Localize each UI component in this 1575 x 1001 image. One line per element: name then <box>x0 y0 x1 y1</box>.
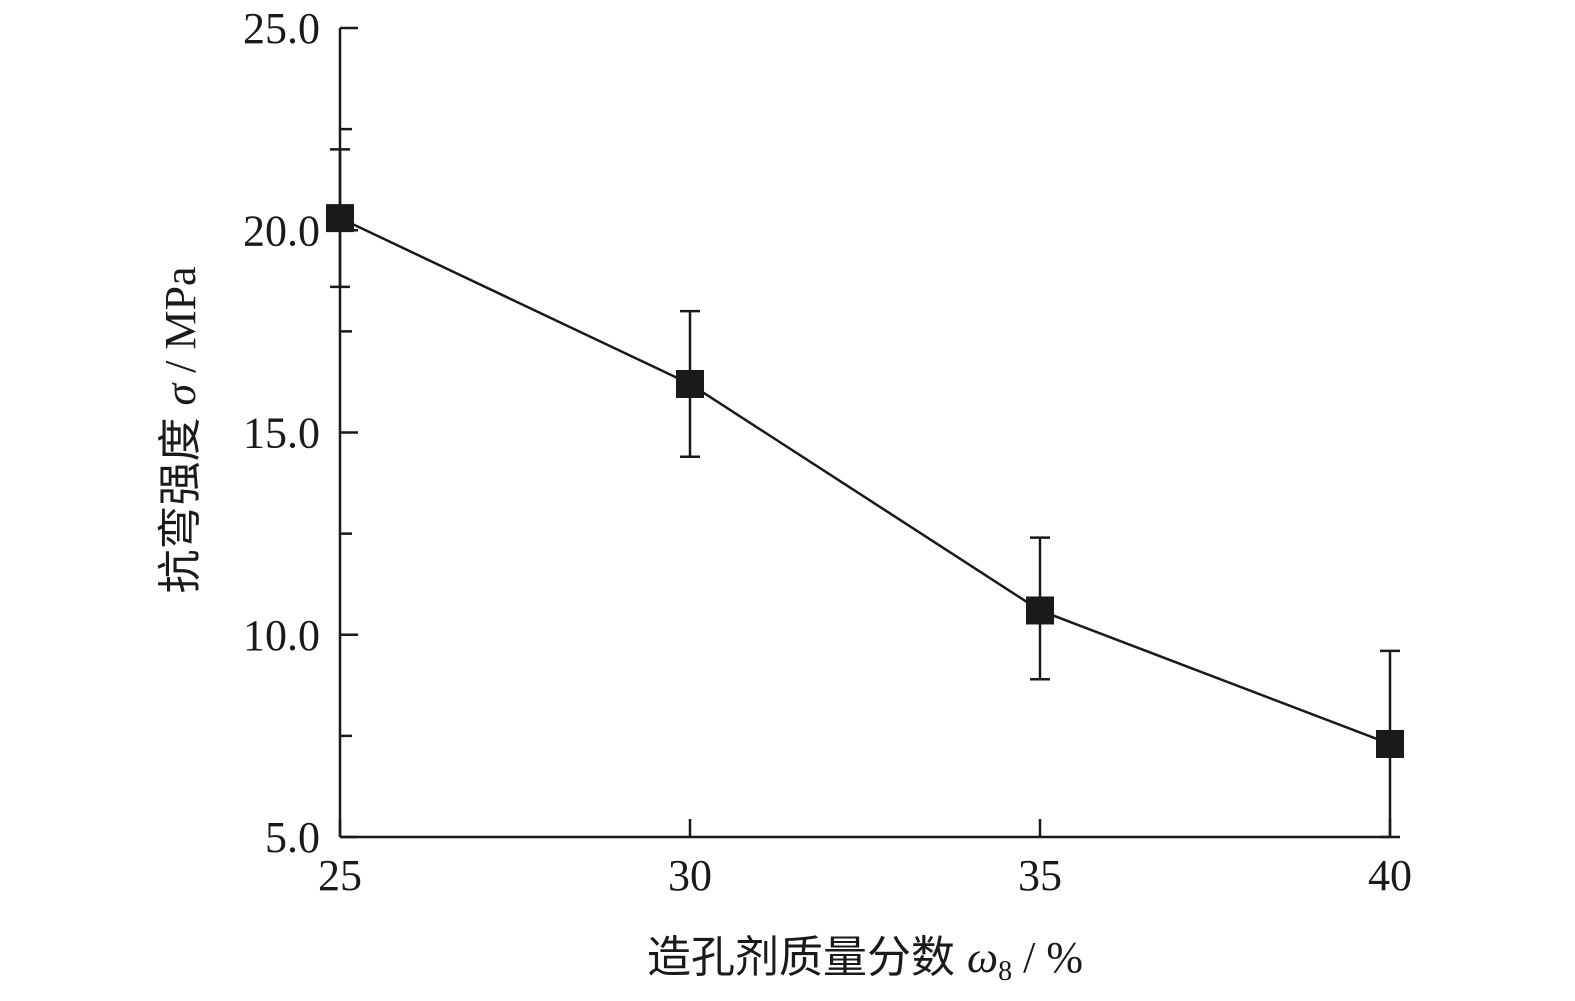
y-tick-label: 25.0 <box>243 4 320 53</box>
x-tick-label: 30 <box>668 851 712 900</box>
data-point <box>676 369 704 398</box>
x-axis-subscript: 8 <box>998 956 1012 987</box>
y-tick-label: 10.0 <box>243 611 320 660</box>
data-point <box>326 204 354 233</box>
y-axis-unit: / MPa <box>156 266 205 383</box>
x-tick-label: 40 <box>1368 851 1412 900</box>
y-tick-label: 5.0 <box>265 813 320 862</box>
data-point <box>1376 729 1404 758</box>
x-axis-unit: / % <box>1012 933 1083 982</box>
plot-area <box>326 148 1404 839</box>
axes <box>338 28 1390 839</box>
series-line <box>339 216 1391 746</box>
y-axis-symbol: σ <box>156 382 205 406</box>
x-axis-symbol: ω <box>967 933 998 982</box>
data-point <box>1026 596 1054 625</box>
x-tick-label: 25 <box>318 851 362 900</box>
y-tick-label: 15.0 <box>243 409 320 458</box>
x-ticks: 25 30 35 40 <box>318 819 1412 900</box>
x-tick-label: 35 <box>1018 851 1062 900</box>
x-axis-label: 造孔剂质量分数 <box>647 933 955 982</box>
x-axis-title: 造孔剂质量分数 ω8 / % <box>647 933 1083 987</box>
y-tick-label: 20.0 <box>243 206 320 255</box>
y-ticks: 5.0 10.0 15.0 20.0 25.0 <box>243 4 358 862</box>
y-axis-label: 抗弯强度 <box>156 418 205 594</box>
y-axis-title: 抗弯强度 σ / MPa <box>156 266 205 593</box>
